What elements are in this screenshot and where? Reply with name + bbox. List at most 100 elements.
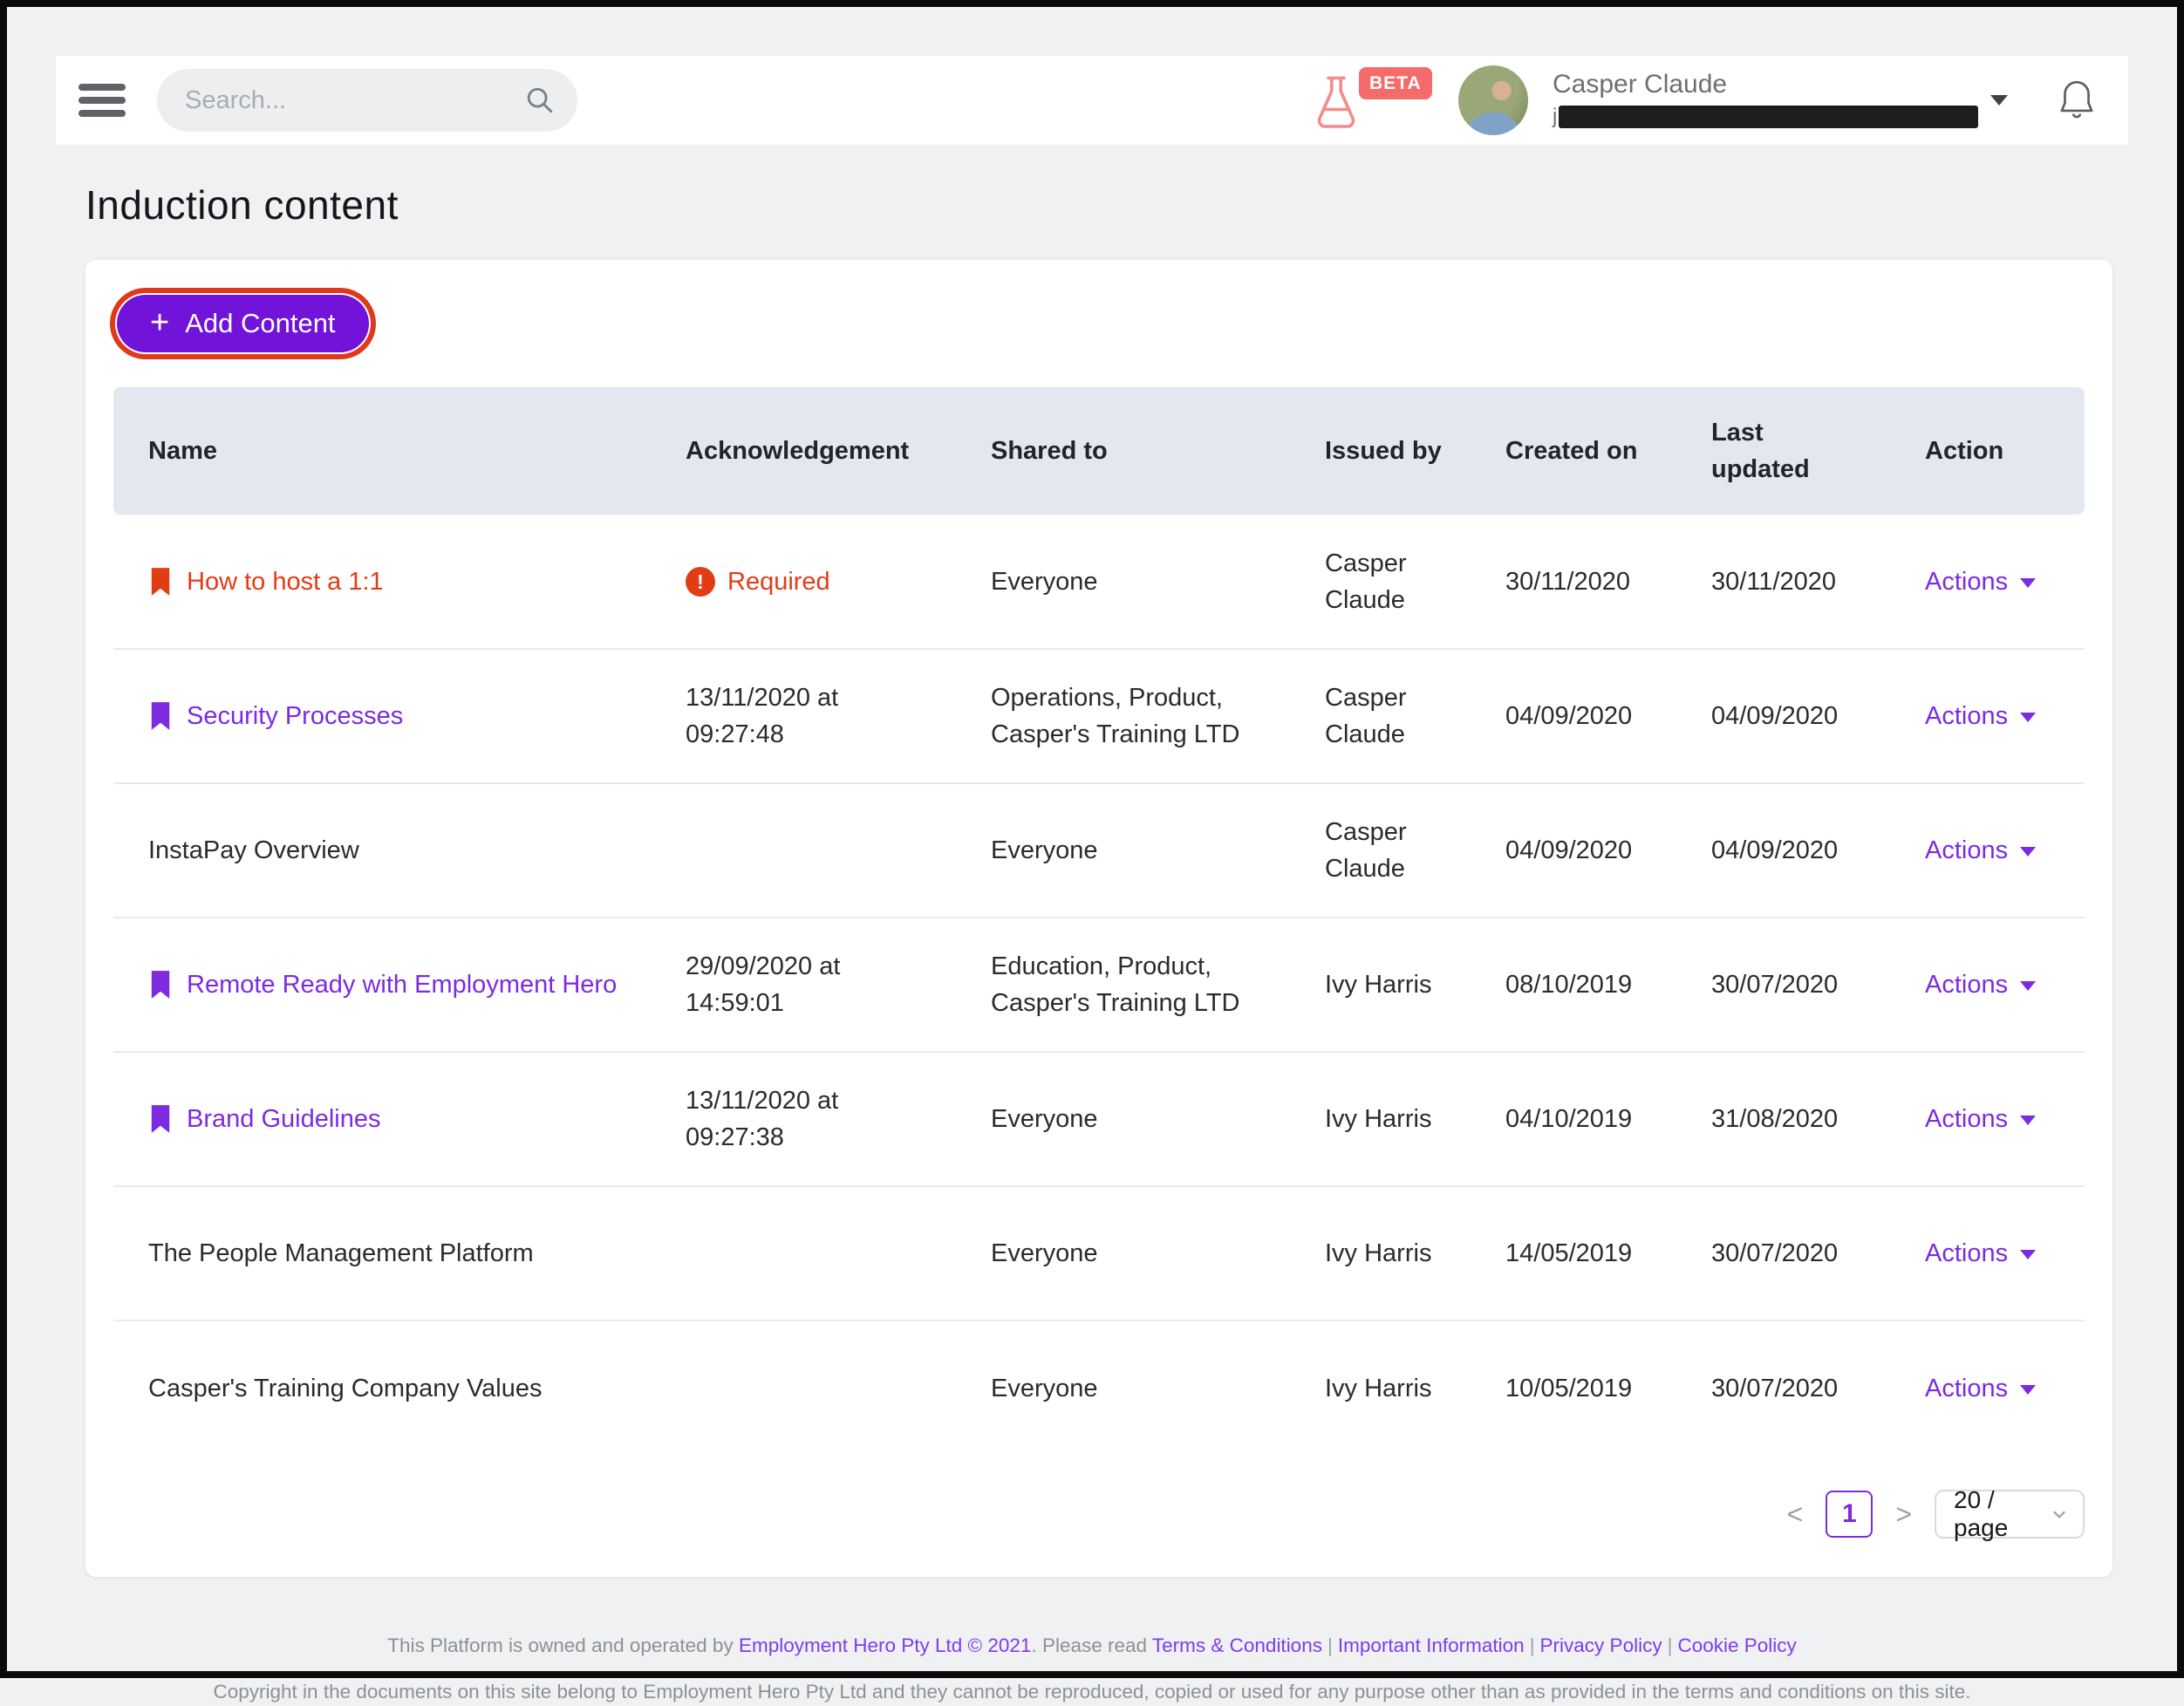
content-name[interactable]: Brand Guidelines (187, 1105, 381, 1133)
top-bar: BETA Casper Claude j (56, 56, 2128, 145)
actions-dropdown[interactable]: Actions (1925, 966, 2037, 1003)
table-row: Security Processes 13/11/2020 at 09:27:48… (113, 648, 2085, 783)
table-row: InstaPay Overview Everyone Casper Claude 04… (113, 782, 2085, 918)
user-menu-caret-icon[interactable] (1990, 95, 2008, 106)
bookmark-icon (151, 567, 170, 596)
current-page-button[interactable]: 1 (1826, 1491, 1873, 1538)
page-size-value: 20 / page (1954, 1486, 2009, 1541)
shared-to-value: Everyone (991, 1105, 1098, 1133)
acknowledgement-text: Required (727, 567, 830, 596)
bookmark-icon (151, 1105, 170, 1133)
hamburger-menu-icon[interactable] (78, 84, 126, 117)
footer-separator: | (1529, 1634, 1535, 1656)
last-updated-value: 30/07/2020 (1711, 1320, 1925, 1455)
created-on-value: 04/09/2020 (1505, 648, 1711, 783)
column-header-action: Action (1925, 387, 2085, 515)
actions-label: Actions (1925, 971, 2009, 999)
shared-to-value: Education, Product, Casper's Training LT… (991, 952, 1240, 1017)
actions-label: Actions (1925, 1374, 2009, 1402)
user-block: Casper Claude j (1553, 69, 1978, 132)
avatar[interactable] (1458, 65, 1528, 135)
last-updated-value: 30/07/2020 (1711, 1185, 1925, 1320)
caret-down-icon (2020, 1116, 2037, 1125)
beta-indicator: BETA (1314, 64, 1437, 137)
issued-by-value: Ivy Harris (1325, 971, 1432, 999)
notifications-bell-icon[interactable] (2057, 78, 2097, 123)
table-row: How to host a 1:1 ! Required Everyone Casper… (113, 515, 2085, 649)
actions-dropdown[interactable]: Actions (1925, 1235, 2037, 1272)
last-updated-value: 31/08/2020 (1711, 1051, 1925, 1186)
search-box[interactable] (157, 69, 577, 132)
actions-dropdown[interactable]: Actions (1925, 698, 2037, 734)
redacted-text-fragment: j (1553, 105, 1558, 128)
search-input[interactable] (185, 85, 525, 115)
footer-link-employment-hero[interactable]: Employment Hero Pty Ltd © 2021 (738, 1634, 1032, 1656)
acknowledgement-required-badge: ! Required (686, 563, 991, 600)
actions-dropdown[interactable]: Actions (1925, 563, 2037, 600)
bookmark-icon (151, 702, 170, 730)
last-updated-value: 04/09/2020 (1711, 782, 1925, 918)
shared-to-value: Everyone (991, 1239, 1098, 1267)
actions-dropdown[interactable]: Actions (1925, 1370, 2037, 1407)
search-icon (527, 87, 553, 113)
footer-link-privacy-policy[interactable]: Privacy Policy (1539, 1634, 1662, 1656)
previous-page-button[interactable]: < (1786, 1498, 1804, 1530)
table-row: Casper's Training Company Values Everyone… (113, 1320, 2085, 1455)
column-header-issued-by: Issued by (1325, 387, 1505, 515)
flask-icon (1317, 76, 1355, 128)
caret-down-icon (2020, 713, 2037, 722)
shared-to-value: Everyone (991, 567, 1098, 596)
actions-label: Actions (1925, 836, 2009, 864)
add-content-label: Add Content (185, 308, 336, 338)
column-header-acknowledgement: Acknowledgement (686, 387, 991, 515)
induction-content-table: Name Acknowledgement Shared to Issued by… (113, 387, 2085, 1455)
content-name: InstaPay Overview (148, 836, 359, 864)
content-name[interactable]: Remote Ready with Employment Hero (187, 971, 618, 999)
page-size-select[interactable]: 20 / page (1935, 1486, 2085, 1541)
caret-down-icon (2020, 981, 2037, 991)
table-header-row: Name Acknowledgement Shared to Issued by… (113, 387, 2085, 515)
next-page-button[interactable]: > (1895, 1498, 1912, 1530)
actions-label: Actions (1925, 1105, 2009, 1133)
issued-by-value: Casper Claude (1325, 549, 1407, 614)
induction-content-card: + Add Content Name Acknowledgement Share… (85, 260, 2112, 1577)
column-header-name: Name (113, 387, 686, 515)
user-name: Casper Claude (1553, 70, 1728, 99)
footer-link-terms[interactable]: Terms & Conditions (1151, 1634, 1322, 1656)
issued-by-value: Ivy Harris (1325, 1105, 1432, 1133)
column-header-shared-to: Shared to (991, 387, 1325, 515)
acknowledgement-date: 13/11/2020 at 09:27:48 (686, 684, 839, 748)
created-on-value: 14/05/2019 (1505, 1185, 1711, 1320)
caret-down-icon (2020, 1250, 2037, 1259)
chevron-down-icon (2050, 1505, 2069, 1524)
add-content-button[interactable]: + Add Content (117, 295, 369, 352)
created-on-value: 04/09/2020 (1505, 782, 1711, 918)
footer-link-important-information[interactable]: Important Information (1337, 1634, 1525, 1656)
redaction-bar (1559, 106, 1978, 128)
acknowledgement-date: 13/11/2020 at 09:27:38 (686, 1087, 839, 1151)
actions-label: Actions (1925, 1239, 2009, 1267)
issued-by-value: Casper Claude (1325, 684, 1407, 748)
caret-down-icon (2020, 577, 2037, 588)
actions-label: Actions (1925, 567, 2009, 596)
content-name[interactable]: How to host a 1:1 (187, 567, 384, 596)
caret-down-icon (2020, 1384, 2037, 1395)
shared-to-value: Everyone (991, 1374, 1098, 1402)
shared-to-value: Operations, Product, Casper's Training L… (991, 684, 1240, 748)
footer-text: This Platform is owned and operated by (387, 1634, 739, 1656)
table-row: Remote Ready with Employment Hero 29/09/2… (113, 917, 2085, 1052)
content-name[interactable]: Security Processes (187, 702, 404, 730)
last-updated-value: 30/07/2020 (1711, 917, 1925, 1052)
bookmark-icon (151, 971, 170, 999)
footer-link-cookie-policy[interactable]: Cookie Policy (1677, 1634, 1797, 1656)
content-name: The People Management Platform (148, 1239, 534, 1267)
actions-dropdown[interactable]: Actions (1925, 1101, 2037, 1137)
actions-dropdown[interactable]: Actions (1925, 832, 2037, 869)
table-body: How to host a 1:1! Required Everyone Casper… (113, 515, 2085, 1455)
footer-text: . Please read (1031, 1634, 1152, 1656)
column-header-created-on: Created on (1505, 387, 1711, 515)
shared-to-value: Everyone (991, 836, 1098, 864)
caret-down-icon (2020, 847, 2037, 856)
issued-by-value: Ivy Harris (1325, 1374, 1432, 1402)
issued-by-value: Casper Claude (1325, 818, 1407, 883)
